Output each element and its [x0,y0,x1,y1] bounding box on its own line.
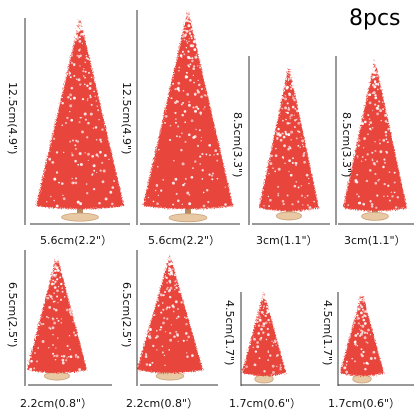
tree-foliage [36,18,124,209]
tree-4-width-label: 3cm(1.1"） [344,234,406,247]
wooden-base [275,211,302,221]
snow-flocking [347,61,400,209]
tree-foliage [242,292,286,376]
tree-8 [340,291,384,384]
snow-flocking [46,16,116,208]
tree-7 [242,292,286,384]
tree-8-width-label: 1.7cm(0.6"） [328,397,401,410]
tree-foliage [143,10,233,209]
snow-flocking [263,65,315,209]
tree-2 [143,9,233,223]
tree-8-height-label: 4.5cm(1.7") [321,300,334,366]
tree-foliage [343,60,407,211]
wooden-base [168,213,208,223]
tree-4 [343,60,407,221]
tree-4-height-label: 8.5cm(3.3") [340,112,353,178]
tree-5-width-label: 2.2cm(0.8"） [20,397,93,410]
tree-3-height-label: 8.5cm(3.3") [231,112,244,178]
quantity-label: 8pcs [349,6,401,31]
tree-foliage [137,255,203,373]
wooden-base [361,211,389,221]
tree-3 [259,65,319,221]
snow-flocking [147,9,227,208]
snow-flocking [245,293,282,374]
tree-7-width-label: 1.7cm(0.6"） [229,397,302,410]
snow-flocking [29,256,82,371]
tree-6 [137,255,203,381]
tree-7-height-label: 4.5cm(1.7") [223,300,236,366]
wooden-base [155,371,185,381]
snow-flocking [144,256,194,367]
tree-5 [27,255,87,381]
tree-foliage [27,255,87,373]
wooden-base [254,374,274,384]
wooden-base [44,371,71,381]
tree-1-width-label: 5.6cm(2.2"） [40,234,113,247]
tree-1 [36,16,124,222]
tree-6-height-label: 6.5cm(2.5") [120,282,133,348]
snow-flocking [343,291,377,374]
tree-2-width-label: 5.6cm(2.2"） [148,234,221,247]
tree-5-height-label: 6.5cm(2.5") [6,282,19,348]
tree-3-width-label: 3cm(1.1"） [256,234,318,247]
wooden-base [61,212,99,222]
wooden-base [352,374,372,384]
tree-1-height-label: 12.5cm(4.9") [6,82,19,155]
tree-6-width-label: 2.2cm(0.8"） [126,397,199,410]
tree-2-height-label: 12.5cm(4.9") [120,82,133,155]
tree-foliage [259,66,319,211]
